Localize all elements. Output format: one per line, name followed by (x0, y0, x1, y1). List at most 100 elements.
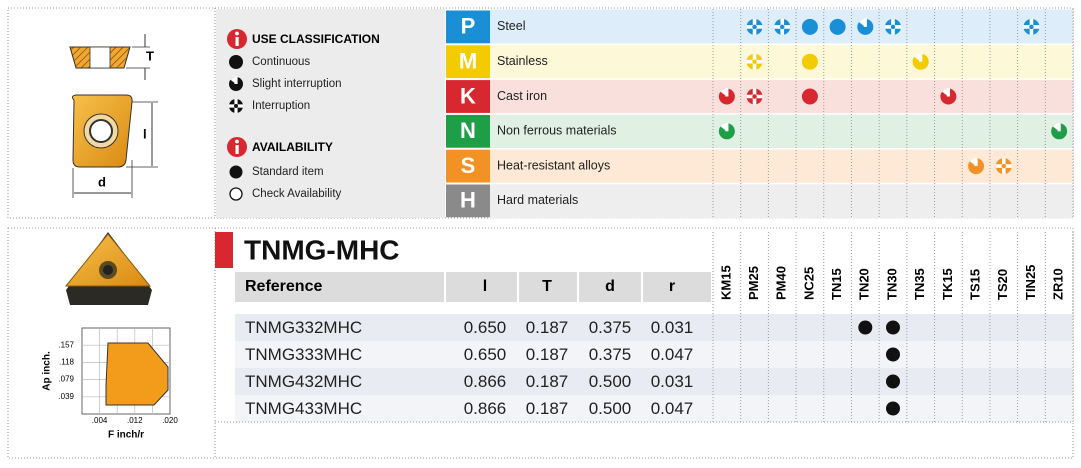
legend-title: AVAILABILITY (252, 140, 333, 154)
material-name: Hard materials (497, 193, 578, 207)
cell: 0.650 (464, 345, 507, 364)
row-band (490, 79, 1073, 114)
use-symbol (940, 88, 957, 105)
row-band (490, 44, 1073, 80)
symbol-center (752, 24, 757, 30)
symbol-center (1001, 163, 1007, 169)
cell: TNMG333MHC (245, 345, 362, 364)
cell: 0.047 (651, 399, 694, 418)
info-icon (227, 29, 247, 49)
grade-header: TN30 (884, 268, 899, 300)
row-band (235, 314, 1073, 341)
grade-header: TS15 (968, 269, 983, 300)
row-band (490, 183, 1073, 219)
symbol-notch (974, 157, 978, 167)
legend-symbol (229, 165, 243, 179)
symbol-notch (725, 88, 729, 97)
availability-dot (886, 401, 900, 416)
row-band (235, 368, 1073, 395)
cell: 0.187 (526, 318, 569, 337)
use-symbol (1051, 122, 1068, 140)
column-header: r (669, 278, 675, 295)
symbol-notch (720, 88, 727, 97)
material-code-cell (446, 45, 490, 79)
axis-tick: .157 (58, 340, 74, 349)
symbol-notch (1052, 123, 1060, 132)
grade-header: PM40 (774, 266, 789, 300)
material-code: M (459, 49, 477, 74)
symbol-center (234, 104, 238, 108)
symbol-disc (229, 55, 243, 69)
use-symbol (829, 18, 846, 35)
legend-item: Standard item (252, 166, 324, 178)
info-icon (227, 137, 247, 157)
row-band (235, 341, 1073, 368)
material-code-cell (446, 184, 490, 218)
material-code: N (460, 118, 476, 143)
symbol-disc (801, 18, 818, 35)
material-code-cell (446, 114, 490, 148)
symbol-notch (946, 88, 950, 97)
symbol-center (752, 59, 757, 64)
dim-label: d (98, 174, 106, 189)
symbol-notch (230, 77, 236, 84)
legend-item: Continuous (252, 56, 310, 68)
cell: 0.375 (589, 345, 632, 364)
axis-tick: .039 (58, 392, 74, 401)
availability-dot (886, 320, 900, 335)
legend-panel (216, 9, 445, 218)
cell: 0.031 (651, 318, 694, 337)
availability-dot (858, 320, 873, 335)
cell: 0.500 (589, 399, 632, 418)
cell: 0.187 (526, 399, 569, 418)
axis-tick: .012 (127, 416, 143, 425)
cell: 0.187 (526, 345, 569, 364)
material-name: Cast iron (497, 89, 547, 103)
legend-item: Interruption (252, 100, 310, 112)
axis-tick: .118 (59, 358, 75, 367)
column-header: d (605, 278, 615, 295)
material-code: K (460, 83, 476, 108)
material-code: H (460, 188, 476, 213)
use-symbol (746, 18, 763, 35)
symbol-notch (720, 123, 727, 132)
use-symbol (1023, 18, 1040, 35)
axis-label: Ap inch. (42, 351, 53, 391)
symbol-disc (829, 18, 846, 35)
material-name: Stainless (497, 54, 548, 68)
material-code-cell (446, 10, 490, 44)
cell: 0.375 (589, 318, 632, 337)
use-symbol (885, 18, 901, 35)
cell: 0.866 (464, 399, 507, 418)
availability-dot (886, 374, 900, 389)
title-bar (215, 232, 233, 268)
grade-header: TN20 (857, 268, 872, 300)
symbol-center (890, 24, 896, 30)
material-name: Steel (497, 19, 526, 33)
axis-tick: .079 (58, 375, 74, 384)
use-symbol (746, 88, 763, 105)
column-header: T (542, 278, 552, 295)
column-header: l (483, 278, 487, 295)
use-symbol (801, 53, 818, 70)
use-symbol (968, 157, 985, 175)
material-code-cell (446, 80, 490, 113)
use-symbol (718, 122, 735, 140)
symbol-notch (234, 76, 238, 84)
grade-header: TS20 (995, 269, 1010, 300)
row-band (490, 113, 1073, 149)
use-symbol (229, 76, 243, 91)
chip-chart (81, 327, 171, 415)
row-band (235, 395, 1073, 422)
symbol-notch (858, 18, 866, 27)
dim-label: l (143, 126, 147, 141)
symbol-disc (801, 88, 818, 105)
material-name: Heat-resistant alloys (497, 158, 610, 172)
availability-dot (886, 347, 900, 362)
cell: 0.866 (464, 372, 507, 391)
symbol-notch (1057, 122, 1061, 132)
symbol-notch (914, 53, 921, 62)
symbol-center (779, 24, 785, 30)
insert-photo (64, 232, 152, 305)
